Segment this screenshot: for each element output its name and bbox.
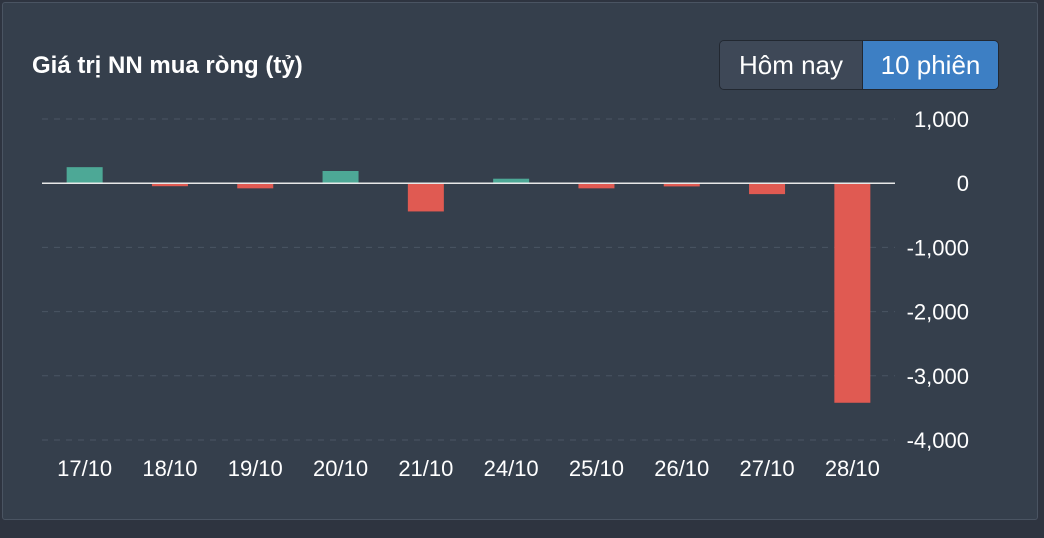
bar: [151, 183, 188, 187]
x-tick-label: 18/10: [142, 456, 197, 481]
y-tick-label: 0: [957, 171, 969, 196]
y-tick-label: -1,000: [907, 235, 969, 260]
y-tick-label: -3,000: [907, 364, 969, 389]
y-tick-label: -4,000: [907, 428, 969, 453]
y-tick-label: -2,000: [907, 300, 969, 325]
x-tick-label: 26/10: [654, 456, 709, 481]
bar: [322, 171, 359, 184]
y-tick-label: 1,000: [914, 107, 969, 132]
bar: [66, 167, 103, 184]
bar: [749, 183, 786, 195]
bar: [834, 183, 871, 403]
x-tick-label: 20/10: [313, 456, 368, 481]
bar: [407, 183, 444, 212]
period-toggle: Hôm nay 10 phiên: [719, 40, 999, 90]
x-tick-label: 27/10: [740, 456, 795, 481]
x-tick-label: 25/10: [569, 456, 624, 481]
x-tick-label: 28/10: [825, 456, 880, 481]
toggle-10-sessions-button[interactable]: 10 phiên: [862, 41, 998, 89]
chart-title: Giá trị NN mua ròng (tỷ): [32, 52, 303, 79]
x-tick-label: 17/10: [57, 456, 112, 481]
bar: [493, 178, 530, 184]
x-tick-label: 19/10: [228, 456, 283, 481]
x-tick-label: 24/10: [484, 456, 539, 481]
bar: [663, 183, 700, 187]
x-tick-label: 21/10: [398, 456, 453, 481]
toggle-today-button[interactable]: Hôm nay: [720, 41, 862, 89]
bar: [237, 183, 274, 189]
bar: [578, 183, 615, 189]
